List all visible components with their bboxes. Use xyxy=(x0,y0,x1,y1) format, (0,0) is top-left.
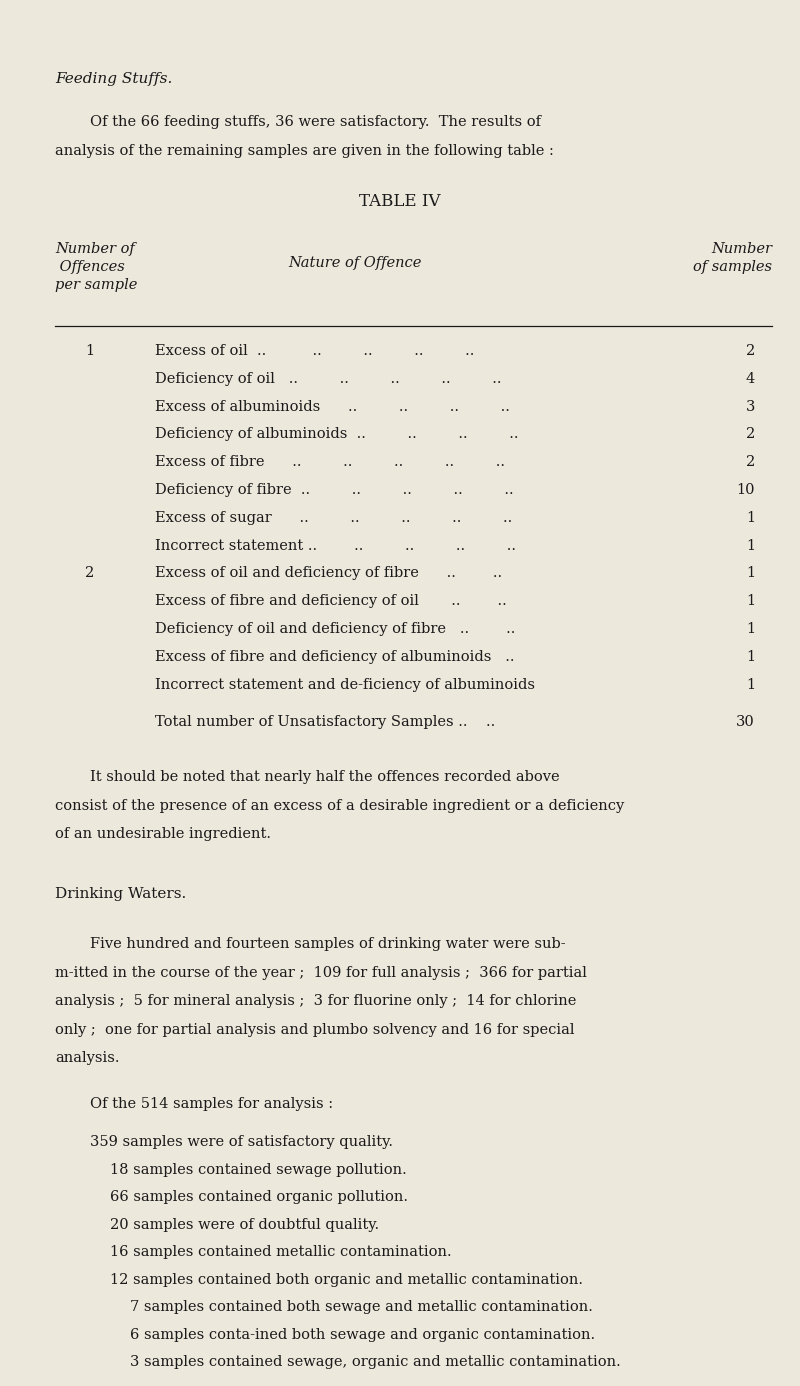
Text: 1: 1 xyxy=(746,539,755,553)
Text: 1: 1 xyxy=(746,511,755,525)
Text: Five hundred and fourteen samples of drinking water were sub-: Five hundred and fourteen samples of dri… xyxy=(90,937,566,951)
Text: Feeding Stuffs.: Feeding Stuffs. xyxy=(55,72,172,86)
Text: Excess of oil and deficiency of fibre      ..        ..: Excess of oil and deficiency of fibre ..… xyxy=(155,567,502,581)
Text: m­itted in the course of the year ;  109 for full analysis ;  366 for partial: m­itted in the course of the year ; 109 … xyxy=(55,966,587,980)
Text: It should be noted that nearly half the offences recorded above: It should be noted that nearly half the … xyxy=(90,771,560,784)
Text: Deficiency of fibre  ..         ..         ..         ..         ..: Deficiency of fibre .. .. .. .. .. xyxy=(155,482,514,498)
Text: 10: 10 xyxy=(737,482,755,498)
Text: Excess of oil  ..          ..         ..         ..         ..: Excess of oil .. .. .. .. .. xyxy=(155,344,474,358)
Text: consist of the presence of an excess of a desirable ingredient or a deficiency: consist of the presence of an excess of … xyxy=(55,798,624,814)
Text: Excess of sugar      ..         ..         ..         ..         ..: Excess of sugar .. .. .. .. .. xyxy=(155,511,512,525)
Text: 1: 1 xyxy=(86,344,94,358)
Text: Drinking Waters.: Drinking Waters. xyxy=(55,887,186,901)
Text: Nature of Offence: Nature of Offence xyxy=(288,256,422,270)
Text: 1: 1 xyxy=(746,622,755,636)
Text: 2: 2 xyxy=(746,344,755,358)
Text: 1: 1 xyxy=(746,595,755,608)
Text: 1: 1 xyxy=(746,650,755,664)
Text: Of the 514 samples for analysis :: Of the 514 samples for analysis : xyxy=(90,1098,333,1112)
Text: 18 samples contained sewage pollution.: 18 samples contained sewage pollution. xyxy=(110,1163,406,1177)
Text: 1: 1 xyxy=(746,678,755,692)
Text: analysis ;  5 for mineral analysis ;  3 for fluorine only ;  14 for chlorine: analysis ; 5 for mineral analysis ; 3 fo… xyxy=(55,994,576,1009)
Text: 20 samples were of doubtful quality.: 20 samples were of doubtful quality. xyxy=(110,1218,379,1232)
Text: 3: 3 xyxy=(746,399,755,413)
Text: 2: 2 xyxy=(746,427,755,441)
Text: Deficiency of oil and deficiency of fibre   ..        ..: Deficiency of oil and deficiency of fibr… xyxy=(155,622,515,636)
Text: Excess of fibre      ..         ..         ..         ..         ..: Excess of fibre .. .. .. .. .. xyxy=(155,455,505,470)
Text: TABLE IV: TABLE IV xyxy=(359,193,441,211)
Text: 3 samples contained sewage, organic and metallic contamination.: 3 samples contained sewage, organic and … xyxy=(130,1356,621,1369)
Text: Number
of samples: Number of samples xyxy=(693,243,772,274)
Text: 30: 30 xyxy=(736,715,755,729)
Text: 2: 2 xyxy=(86,567,94,581)
Text: Excess of albuminoids      ..         ..         ..         ..: Excess of albuminoids .. .. .. .. xyxy=(155,399,510,413)
Text: 359 samples were of satisfactory quality.: 359 samples were of satisfactory quality… xyxy=(90,1135,393,1149)
Text: Total number of Unsatisfactory Samples ..    ..: Total number of Unsatisfactory Samples .… xyxy=(155,715,495,729)
Text: only ;  one for partial analysis and plumbo solvency and 16 for special: only ; one for partial analysis and plum… xyxy=(55,1023,574,1037)
Text: 16 samples contained metallic contamination.: 16 samples contained metallic contaminat… xyxy=(110,1246,452,1260)
Text: 4: 4 xyxy=(746,371,755,385)
Text: 6 samples conta­ined both sewage and organic contamination.: 6 samples conta­ined both sewage and org… xyxy=(130,1328,595,1342)
Text: Of the 66 feeding stuffs, 36 were satisfactory.  The results of: Of the 66 feeding stuffs, 36 were satisf… xyxy=(90,115,541,129)
Text: 66 samples contained organic pollution.: 66 samples contained organic pollution. xyxy=(110,1191,408,1204)
Text: Number of
 Offences
per sample: Number of Offences per sample xyxy=(55,243,138,291)
Text: analysis.: analysis. xyxy=(55,1052,119,1066)
Text: Incorrect statement and de­ficiency of albuminoids: Incorrect statement and de­ficiency of a… xyxy=(155,678,535,692)
Text: Deficiency of albuminoids  ..         ..         ..         ..: Deficiency of albuminoids .. .. .. .. xyxy=(155,427,518,441)
Text: analysis of the remaining samples are given in the following table :: analysis of the remaining samples are gi… xyxy=(55,144,554,158)
Text: Deficiency of oil   ..         ..         ..         ..         ..: Deficiency of oil .. .. .. .. .. xyxy=(155,371,502,385)
Text: Excess of fibre and deficiency of albuminoids   ..: Excess of fibre and deficiency of albumi… xyxy=(155,650,514,664)
Text: Excess of fibre and deficiency of oil       ..        ..: Excess of fibre and deficiency of oil ..… xyxy=(155,595,506,608)
Text: 12 samples contained both organic and metallic contamination.: 12 samples contained both organic and me… xyxy=(110,1272,583,1286)
Text: 7 samples contained both sewage and metallic contamination.: 7 samples contained both sewage and meta… xyxy=(130,1300,593,1314)
Text: of an undesirable ingredient.: of an undesirable ingredient. xyxy=(55,827,271,841)
Text: 1: 1 xyxy=(746,567,755,581)
Text: Incorrect statement ..        ..         ..         ..         ..: Incorrect statement .. .. .. .. .. xyxy=(155,539,516,553)
Text: 2: 2 xyxy=(746,455,755,470)
